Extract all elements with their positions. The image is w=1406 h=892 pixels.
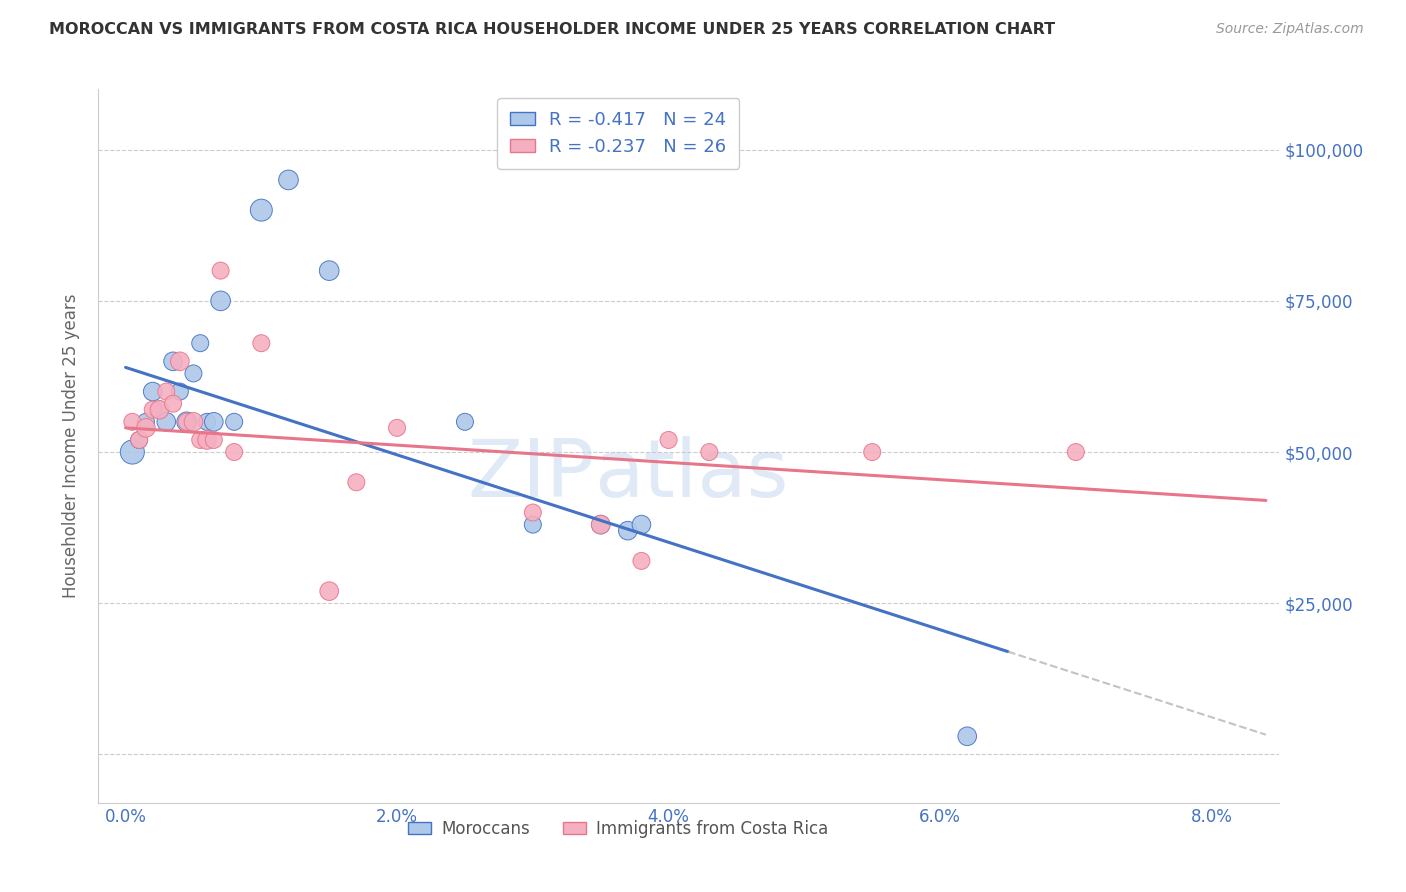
Point bbox=[183, 367, 205, 381]
Point bbox=[344, 475, 367, 490]
Point bbox=[195, 415, 218, 429]
Point bbox=[148, 402, 170, 417]
Text: Source: ZipAtlas.com: Source: ZipAtlas.com bbox=[1216, 22, 1364, 37]
Point bbox=[522, 506, 544, 520]
Point bbox=[589, 517, 612, 532]
Point bbox=[697, 445, 720, 459]
Point bbox=[169, 354, 191, 368]
Point bbox=[128, 433, 150, 447]
Point bbox=[250, 203, 273, 218]
Point bbox=[385, 421, 408, 435]
Point bbox=[142, 384, 165, 399]
Point bbox=[630, 517, 652, 532]
Point bbox=[277, 173, 299, 187]
Point bbox=[135, 415, 157, 429]
Point bbox=[142, 402, 165, 417]
Point bbox=[630, 554, 652, 568]
Point bbox=[209, 263, 232, 277]
Point bbox=[658, 433, 681, 447]
Point bbox=[162, 354, 184, 368]
Point bbox=[183, 415, 205, 429]
Point bbox=[224, 415, 246, 429]
Point bbox=[454, 415, 477, 429]
Legend: Moroccans, Immigrants from Costa Rica: Moroccans, Immigrants from Costa Rica bbox=[401, 814, 835, 845]
Point bbox=[176, 415, 198, 429]
Text: atlas: atlas bbox=[595, 435, 789, 514]
Text: MOROCCAN VS IMMIGRANTS FROM COSTA RICA HOUSEHOLDER INCOME UNDER 25 YEARS CORRELA: MOROCCAN VS IMMIGRANTS FROM COSTA RICA H… bbox=[49, 22, 1056, 37]
Point bbox=[135, 421, 157, 435]
Point bbox=[522, 517, 544, 532]
Point bbox=[224, 445, 246, 459]
Point bbox=[121, 445, 143, 459]
Point bbox=[617, 524, 640, 538]
Point bbox=[188, 433, 211, 447]
Point bbox=[250, 336, 273, 351]
Point bbox=[195, 433, 218, 447]
Point bbox=[860, 445, 883, 459]
Point bbox=[169, 384, 191, 399]
Point bbox=[121, 415, 143, 429]
Point bbox=[148, 402, 170, 417]
Point bbox=[202, 415, 225, 429]
Point bbox=[176, 415, 198, 429]
Point bbox=[188, 336, 211, 351]
Y-axis label: Householder Income Under 25 years: Householder Income Under 25 years bbox=[62, 293, 80, 599]
Point bbox=[956, 729, 979, 743]
Point bbox=[1064, 445, 1087, 459]
Point bbox=[318, 263, 340, 277]
Point bbox=[128, 433, 150, 447]
Point bbox=[155, 384, 177, 399]
Point bbox=[209, 293, 232, 308]
Point bbox=[318, 584, 340, 599]
Point bbox=[162, 397, 184, 411]
Point bbox=[202, 433, 225, 447]
Point bbox=[589, 517, 612, 532]
Point bbox=[155, 415, 177, 429]
Text: ZIP: ZIP bbox=[467, 435, 595, 514]
